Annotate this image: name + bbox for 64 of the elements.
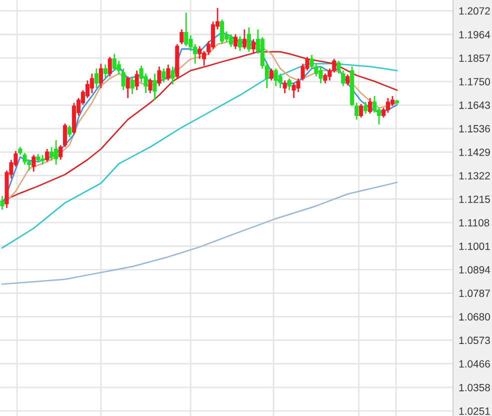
candlestick <box>364 101 368 114</box>
candlestick <box>45 148 50 162</box>
y-tick-label: 1.1750 <box>459 78 490 86</box>
y-tick-label: 1.1108 <box>459 219 490 226</box>
candlestick <box>246 26 251 53</box>
candlestick <box>242 28 246 50</box>
candlestick <box>94 68 98 89</box>
candlestick <box>98 63 103 89</box>
candlestick <box>184 12 188 47</box>
candlestick <box>126 76 130 99</box>
candlestick <box>368 97 372 114</box>
y-tick-label: 1.2072 <box>459 7 490 15</box>
y-tick-label: 1.0894 <box>459 266 490 274</box>
candlestick <box>103 64 108 80</box>
candlestick <box>50 146 54 162</box>
candlestick <box>90 72 94 94</box>
candlestick <box>269 68 274 82</box>
candlestick <box>180 28 184 45</box>
candlestick <box>282 80 287 94</box>
candlestick <box>238 36 242 52</box>
y-tick-label: 1.0358 <box>459 384 490 392</box>
candlestick <box>359 103 364 118</box>
y-tick-label: 1.1643 <box>459 102 490 109</box>
candlestick <box>130 76 134 95</box>
candlestick <box>32 154 36 172</box>
candlestick <box>346 74 350 86</box>
y-tick-label: 1.0466 <box>459 360 490 368</box>
candlestick <box>233 34 238 50</box>
candlestick <box>67 124 72 138</box>
candlestick <box>372 95 377 114</box>
candlestick <box>170 66 175 86</box>
y-tick-label: 1.0573 <box>459 336 490 344</box>
candlestick <box>58 144 63 160</box>
y-tick-label: 1.1322 <box>459 172 490 180</box>
candlestick <box>152 72 157 101</box>
candlestick <box>63 122 68 148</box>
candlestick <box>390 95 394 107</box>
candlestick <box>228 34 234 48</box>
y-tick-label: 1.0680 <box>459 313 490 321</box>
candlestick <box>287 78 292 91</box>
candlestick <box>121 68 126 91</box>
candlestick <box>108 56 112 78</box>
candlestick <box>157 66 162 87</box>
y-tick-label: 1.0251 <box>459 407 490 415</box>
y-tick-label: 1.1215 <box>459 196 490 203</box>
y-tick-label: 1.0787 <box>459 290 490 298</box>
candlestick <box>336 60 341 74</box>
candlestick <box>251 38 256 55</box>
line-series <box>2 182 398 285</box>
y-tick-label: 1.1536 <box>459 125 490 132</box>
y-tick-label: 1.1429 <box>459 148 490 156</box>
y-tick-label: 1.1964 <box>459 31 490 38</box>
candlestick <box>278 72 282 89</box>
candlestick <box>198 45 202 60</box>
candlestick <box>0 195 4 210</box>
candlestick <box>323 72 328 84</box>
candlestick <box>166 64 170 82</box>
candlestick <box>162 68 166 84</box>
candlestick <box>341 70 346 87</box>
candlestick <box>220 18 224 45</box>
candlestick <box>148 78 152 94</box>
candlestick <box>134 70 139 91</box>
y-tick-label: 1.1857 <box>459 54 490 62</box>
y-tick-label: 1.1001 <box>459 242 490 250</box>
